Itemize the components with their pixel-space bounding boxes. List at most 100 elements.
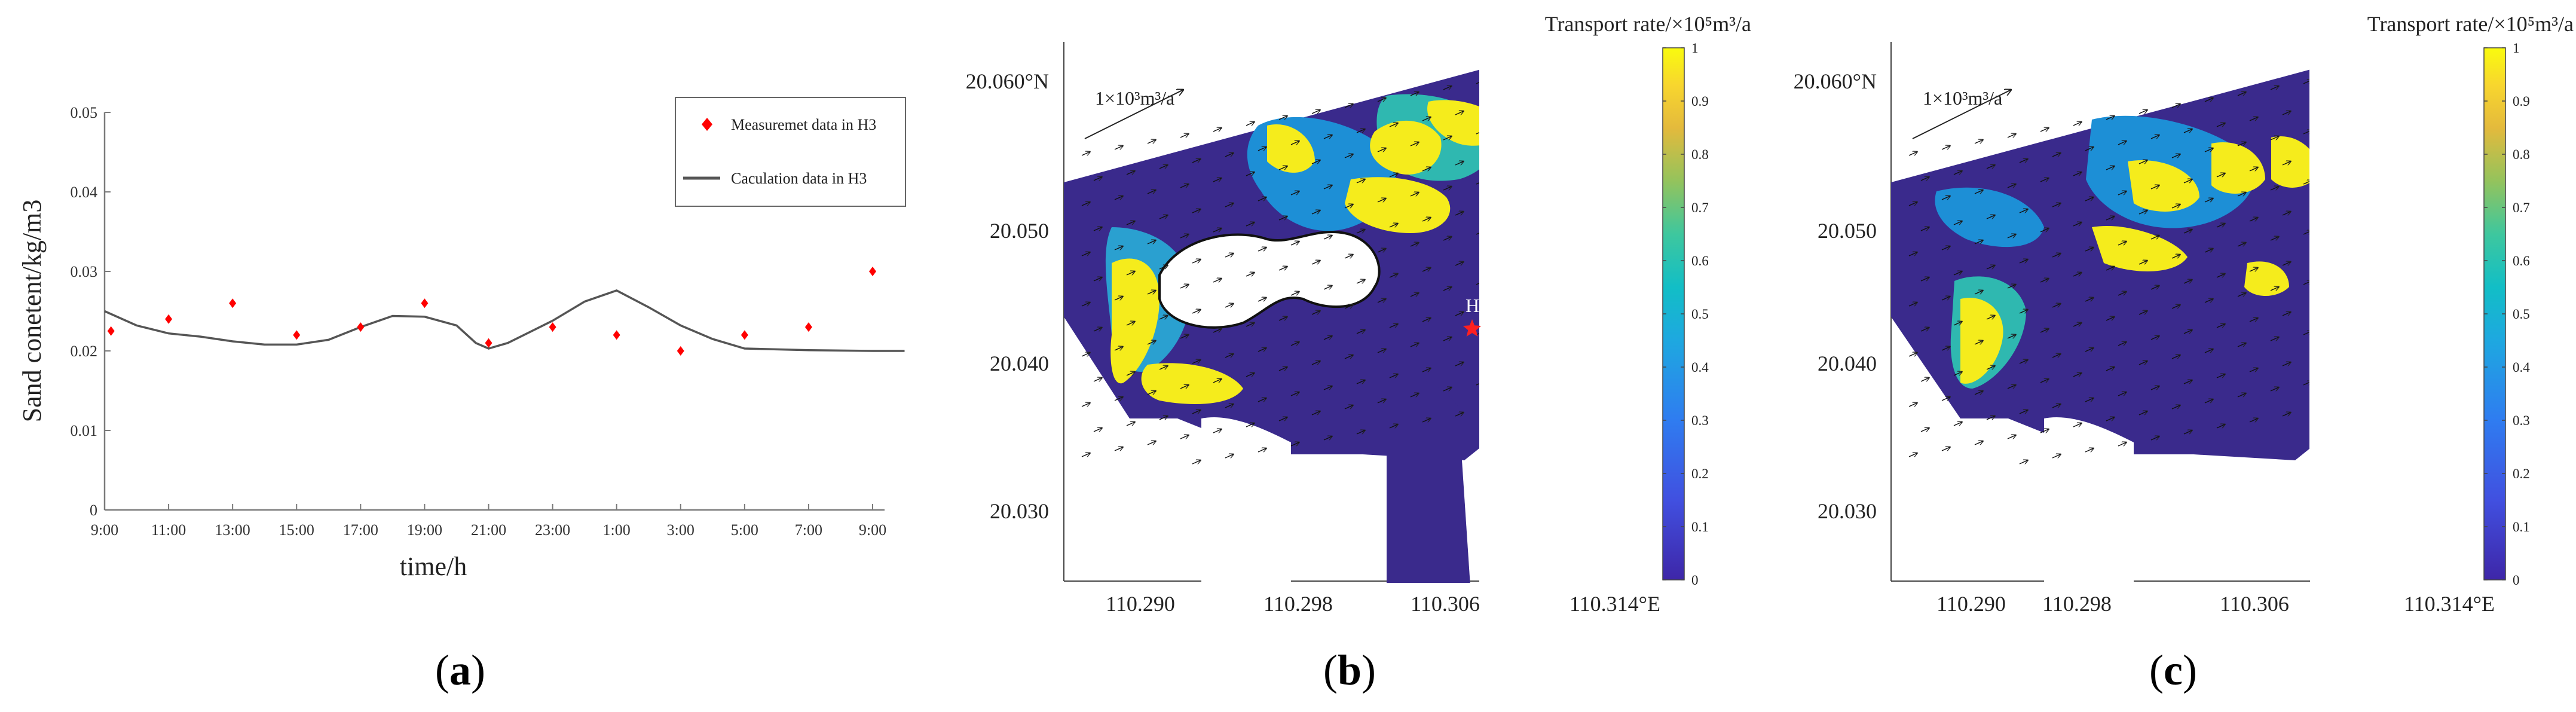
flow-vector: [1521, 99, 1529, 103]
flow-vector: [1093, 378, 1102, 382]
flow-vector: [1953, 221, 1962, 225]
flow-vector: [2303, 281, 2309, 285]
flow-vector: [1159, 165, 1168, 169]
flow-vector: [2150, 185, 2159, 190]
y-tick-label: 0.01: [71, 422, 98, 439]
flow-vector: [1356, 280, 1365, 284]
flow-vector: [1443, 287, 1452, 291]
flow-vector: [1278, 216, 1287, 221]
flow-vector: [1455, 161, 1464, 166]
flow-vector: [1488, 155, 1497, 159]
flow-vector: [1410, 243, 1419, 247]
lon-label-1: 110.290: [1106, 592, 1175, 616]
deposit-4: [1345, 177, 1451, 233]
colorbar-tick-label: 0.1: [1691, 520, 1709, 534]
flow-vector: [1941, 447, 1950, 451]
flow-vector: [2381, 344, 2390, 348]
flow-vector: [2381, 93, 2390, 97]
flow-vector: [1953, 171, 1962, 175]
flow-vector: [2282, 362, 2291, 366]
flow-vector: [2414, 338, 2422, 342]
flow-vector: [1422, 368, 1431, 372]
flow-vector: [2085, 398, 2094, 402]
flow-vector: [1443, 86, 1452, 90]
flow-vector: [1323, 436, 1332, 441]
flow-vector: [2402, 313, 2410, 317]
panel-a-svg: 0 0.01 0.02 0.03 0.04 0.05 9:00 11:00 13:00 15:0…: [17, 97, 906, 694]
flow-vector: [1180, 134, 1189, 138]
colorbar-tick-label: 0: [2513, 573, 2520, 588]
flow-vector: [1377, 349, 1386, 353]
flow-vector: [1587, 389, 1595, 392]
flow-vector: [1587, 288, 1595, 292]
flow-vector: [1389, 274, 1398, 278]
flow-vector: [1509, 124, 1518, 128]
measurement-point: [421, 298, 429, 308]
lon-label-2: 110.298: [2042, 592, 2112, 616]
flow-vector: [1180, 335, 1189, 339]
flow-vector: [2336, 275, 2345, 279]
flow-vector: [2315, 155, 2324, 159]
flow-vector: [1455, 212, 1464, 216]
flow-vector: [1941, 397, 1950, 401]
lat-label-3: 20.040: [990, 352, 1049, 375]
flow-vector: [1323, 286, 1332, 290]
flow-vector: [1587, 137, 1595, 141]
flow-vector: [2183, 179, 2192, 184]
colorbar-tick-label: 0.7: [2513, 200, 2530, 215]
flow-vector: [1953, 372, 1962, 376]
flow-vector: [1908, 152, 1917, 156]
flow-vector: [1587, 188, 1595, 191]
flow-vector: [1377, 299, 1386, 303]
flow-vector: [2381, 194, 2390, 197]
flow-vector: [1159, 316, 1168, 320]
flow-vector: [2336, 74, 2345, 78]
flow-vector: [1455, 111, 1464, 115]
flow-vector: [2336, 325, 2345, 329]
flow-vector: [2282, 212, 2291, 216]
flow-vector: [2052, 203, 2061, 207]
flow-vector: [1278, 417, 1287, 421]
flow-vector: [2052, 304, 2061, 308]
flow-vector: [1225, 354, 1234, 358]
flow-vector: [1542, 118, 1550, 122]
flow-vector: [2073, 373, 2082, 377]
flow-vector: [2216, 324, 2225, 328]
y-tick-label: 0.05: [71, 104, 98, 121]
flow-vector: [2183, 430, 2192, 435]
flow-vector: [1389, 374, 1398, 378]
colorbar-ticks: 0 0.1 0.2 0.3 0.4 0.5 0.6 0.7 0.8 0.9 1: [1663, 41, 1709, 588]
flow-vector: [1554, 244, 1562, 247]
colorbar-tick-label: 0.8: [1691, 147, 1709, 162]
colorbar-tick-label: 0.6: [1691, 253, 1709, 268]
flow-vector: [1908, 403, 1917, 407]
flow-vector: [1290, 191, 1299, 195]
x-tick-label: 11:00: [151, 521, 186, 539]
flow-vector: [1081, 403, 1090, 407]
panel-letter-c: c: [2164, 646, 2183, 694]
lat-label-4: 20.030: [1818, 499, 1877, 523]
measurement-point: [613, 330, 620, 340]
legend-label-measurement: Measuremet data in H3: [731, 116, 876, 133]
flow-vector: [1377, 249, 1386, 253]
x-tick-label: 9:00: [859, 521, 886, 539]
measurement-points: [107, 267, 876, 356]
flow-vector: [1114, 246, 1123, 250]
flow-vector: [2237, 142, 2246, 146]
flow-vector: [1192, 209, 1201, 213]
site-marker-star: [1463, 319, 1482, 337]
flow-vector: [1147, 190, 1156, 194]
heatmap-field: [1064, 69, 1595, 583]
x-tick-label: 21:00: [471, 521, 506, 539]
flow-vector: [1290, 342, 1299, 346]
flow-vector: [1159, 366, 1168, 370]
flow-vector: [1554, 395, 1562, 398]
flow-vector: [2348, 250, 2357, 253]
flow-vector: [1986, 165, 1995, 169]
deposit-7: [2385, 130, 2422, 168]
flow-vector: [2270, 187, 2279, 191]
flow-vector: [1974, 341, 1983, 345]
flow-vector: [1213, 128, 1222, 132]
flow-vector: [1323, 135, 1332, 139]
colorbar-title: Transport rate/×10⁵m³/a: [2367, 12, 2574, 36]
